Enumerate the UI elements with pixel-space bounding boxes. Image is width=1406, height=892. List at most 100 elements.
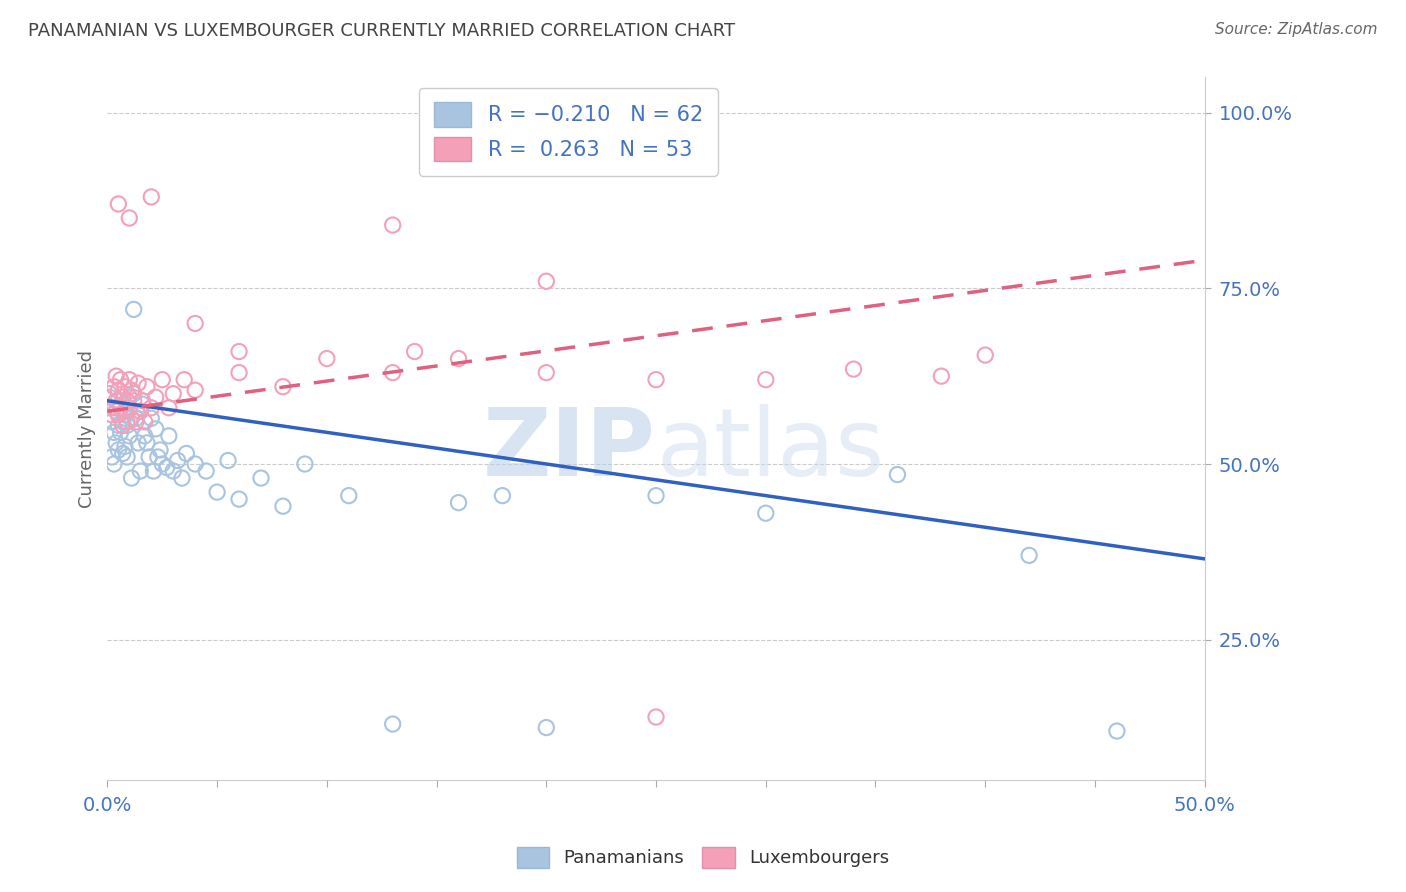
Point	[271, 499, 294, 513]
Point	[129, 404, 152, 418]
Point	[228, 366, 250, 380]
Point	[100, 408, 122, 422]
Point	[100, 450, 122, 464]
Point	[271, 380, 294, 394]
Point	[974, 348, 997, 362]
Text: atlas: atlas	[657, 404, 884, 496]
Point	[107, 418, 129, 433]
Point	[141, 401, 163, 415]
Point	[110, 425, 132, 440]
Point	[107, 408, 129, 422]
Point	[146, 450, 169, 464]
Point	[150, 373, 173, 387]
Point	[491, 489, 513, 503]
Point	[110, 401, 132, 415]
Point	[135, 436, 157, 450]
Point	[127, 376, 149, 391]
Point	[115, 415, 138, 429]
Point	[184, 457, 207, 471]
Point	[149, 442, 172, 457]
Point	[98, 390, 121, 404]
Point	[755, 373, 778, 387]
Point	[536, 721, 558, 735]
Point	[447, 496, 470, 510]
Point	[157, 401, 180, 415]
Point	[118, 401, 141, 415]
Point	[111, 415, 134, 429]
Point	[134, 429, 156, 443]
Point	[105, 404, 128, 418]
Point	[107, 197, 129, 211]
Point	[107, 383, 129, 397]
Point	[129, 464, 152, 478]
Point	[184, 317, 207, 331]
Text: ZIP: ZIP	[484, 404, 657, 496]
Point	[170, 471, 193, 485]
Point	[886, 467, 908, 482]
Point	[337, 489, 360, 503]
Point	[142, 464, 165, 478]
Point	[145, 390, 167, 404]
Point	[141, 411, 163, 425]
Point	[315, 351, 337, 366]
Point	[381, 218, 404, 232]
Point	[125, 415, 148, 429]
Point	[103, 380, 125, 394]
Point	[122, 302, 145, 317]
Point	[110, 401, 132, 415]
Point	[217, 453, 239, 467]
Point	[100, 415, 122, 429]
Point	[122, 393, 145, 408]
Point	[536, 366, 558, 380]
Point	[122, 386, 145, 401]
Point	[105, 369, 128, 384]
Point	[110, 373, 132, 387]
Point	[404, 344, 426, 359]
Point	[115, 450, 138, 464]
Point	[103, 457, 125, 471]
Point	[114, 404, 136, 418]
Point	[138, 450, 160, 464]
Y-axis label: Currently Married: Currently Married	[79, 350, 96, 508]
Point	[842, 362, 865, 376]
Point	[111, 446, 134, 460]
Point	[111, 418, 134, 433]
Point	[173, 373, 195, 387]
Point	[118, 373, 141, 387]
Point	[121, 383, 143, 397]
Point	[228, 344, 250, 359]
Point	[162, 464, 184, 478]
Point	[118, 429, 141, 443]
Point	[166, 453, 188, 467]
Point	[111, 390, 134, 404]
Point	[127, 436, 149, 450]
Point	[184, 383, 207, 397]
Point	[134, 415, 156, 429]
Point	[107, 442, 129, 457]
Point	[381, 717, 404, 731]
Point	[115, 418, 138, 433]
Point	[131, 397, 153, 411]
Point	[105, 436, 128, 450]
Point	[1018, 549, 1040, 563]
Legend: Panamanians, Luxembourgers: Panamanians, Luxembourgers	[506, 836, 900, 879]
Point	[118, 211, 141, 225]
Point	[114, 380, 136, 394]
Point	[195, 464, 218, 478]
Text: Source: ZipAtlas.com: Source: ZipAtlas.com	[1215, 22, 1378, 37]
Text: PANAMANIAN VS LUXEMBOURGER CURRENTLY MARRIED CORRELATION CHART: PANAMANIAN VS LUXEMBOURGER CURRENTLY MAR…	[28, 22, 735, 40]
Legend: R = −0.210   N = 62, R =  0.263   N = 53: R = −0.210 N = 62, R = 0.263 N = 53	[419, 87, 717, 176]
Point	[98, 386, 121, 401]
Point	[1105, 724, 1128, 739]
Point	[447, 351, 470, 366]
Point	[129, 404, 152, 418]
Point	[381, 366, 404, 380]
Point	[150, 457, 173, 471]
Point	[250, 471, 273, 485]
Point	[121, 471, 143, 485]
Point	[141, 190, 163, 204]
Point	[645, 710, 668, 724]
Point	[536, 274, 558, 288]
Point	[103, 401, 125, 415]
Point	[156, 460, 179, 475]
